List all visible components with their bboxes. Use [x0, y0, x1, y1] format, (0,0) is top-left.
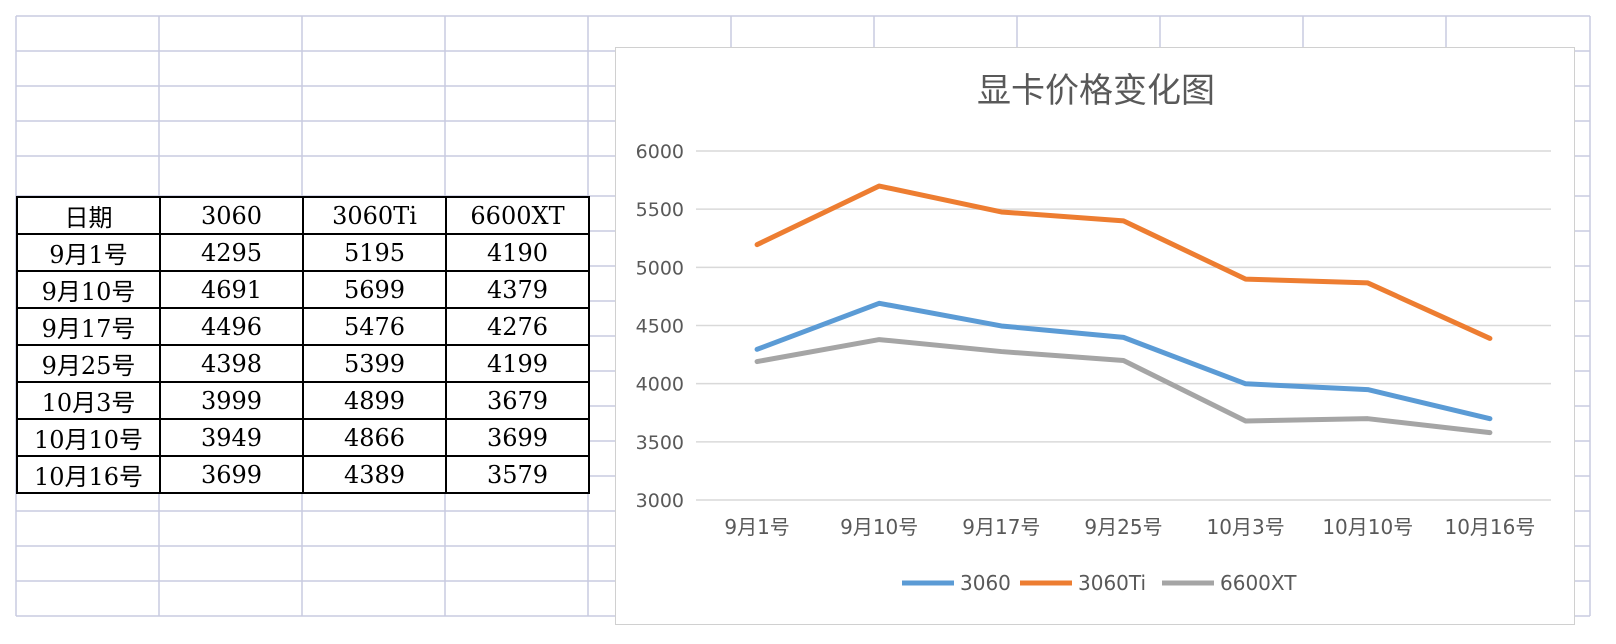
series-lines [754, 183, 1493, 436]
table-cell[interactable]: 4398 [159, 344, 304, 383]
table-cell[interactable]: 5399 [302, 344, 447, 383]
table-header-cell[interactable]: 日期 [16, 196, 161, 235]
y-tick-label: 4000 [636, 374, 684, 396]
table-row: 10月3号 3999 4899 3679 [16, 381, 590, 420]
table-cell[interactable]: 4190 [445, 233, 590, 272]
y-tick-label: 5000 [636, 257, 684, 279]
x-tick-label: 10月3号 [1207, 515, 1285, 539]
legend: 3060 3060Ti 6600XT [902, 571, 1297, 595]
data-table: 日期 3060 3060Ti 6600XT 9月1号 4295 5195 4190 9月10号 4… [16, 196, 590, 494]
x-tick-label: 9月17号 [962, 515, 1040, 539]
chart-title: 显卡价格变化图 [977, 71, 1215, 111]
y-tick-label: 3500 [636, 432, 684, 454]
x-tick-label: 9月1号 [724, 515, 789, 539]
table-cell[interactable]: 4295 [159, 233, 304, 272]
table-cell[interactable]: 9月10号 [16, 270, 161, 309]
y-tick-label: 4500 [636, 316, 684, 338]
table-cell[interactable]: 10月16号 [16, 455, 161, 494]
y-axis-ticks: 3000 3500 4000 4500 5000 5500 6000 [636, 141, 684, 512]
table-cell[interactable]: 4899 [302, 381, 447, 420]
series-line-6600XT[interactable] [754, 337, 1493, 436]
table-cell[interactable]: 4691 [159, 270, 304, 309]
table-header-cell[interactable]: 3060Ti [302, 196, 447, 235]
legend-label: 3060Ti [1078, 571, 1146, 595]
table-row: 9月25号 4398 5399 4199 [16, 344, 590, 383]
y-tick-label: 5500 [636, 199, 684, 221]
table-cell[interactable]: 3949 [159, 418, 304, 457]
x-tick-label: 10月10号 [1322, 515, 1413, 539]
legend-label: 6600XT [1220, 571, 1297, 595]
table-cell[interactable]: 4379 [445, 270, 590, 309]
table-header-cell[interactable]: 6600XT [445, 196, 590, 235]
line-chart[interactable]: 显卡价格变化图 3000 3500 4000 4500 5000 5500 6000 9月1… [615, 47, 1575, 625]
table-row: 9月1号 4295 5195 4190 [16, 233, 590, 272]
table-cell[interactable]: 3999 [159, 381, 304, 420]
x-axis-ticks: 9月1号 9月10号 9月17号 9月25号 10月3号 10月10号 10月16号 [724, 515, 1535, 539]
table-cell[interactable]: 4389 [302, 455, 447, 494]
x-tick-label: 9月25号 [1084, 515, 1162, 539]
y-tick-label: 3000 [636, 490, 684, 512]
table-cell[interactable]: 10月10号 [16, 418, 161, 457]
legend-label: 3060 [960, 571, 1011, 595]
table-cell[interactable]: 9月25号 [16, 344, 161, 383]
table-cell[interactable]: 5195 [302, 233, 447, 272]
table-row: 9月10号 4691 5699 4379 [16, 270, 590, 309]
x-tick-label: 9月10号 [840, 515, 918, 539]
table-row: 9月17号 4496 5476 4276 [16, 307, 590, 346]
table-cell[interactable]: 3699 [445, 418, 590, 457]
table-cell[interactable]: 4276 [445, 307, 590, 346]
series-line-3060[interactable] [754, 300, 1493, 422]
table-cell[interactable]: 5476 [302, 307, 447, 346]
gridlines [696, 150, 1551, 501]
table-cell[interactable]: 3699 [159, 455, 304, 494]
table-cell[interactable]: 9月1号 [16, 233, 161, 272]
table-row: 10月16号 3699 4389 3579 [16, 455, 590, 494]
table-cell[interactable]: 9月17号 [16, 307, 161, 346]
x-tick-label: 10月16号 [1444, 515, 1535, 539]
table-cell[interactable]: 10月3号 [16, 381, 161, 420]
table-cell[interactable]: 4199 [445, 344, 590, 383]
table-cell[interactable]: 5699 [302, 270, 447, 309]
table-cell[interactable]: 4496 [159, 307, 304, 346]
table-cell[interactable]: 4866 [302, 418, 447, 457]
chart-svg: 显卡价格变化图 3000 3500 4000 4500 5000 5500 6000 9月1… [636, 71, 1551, 595]
table-row: 10月10号 3949 4866 3699 [16, 418, 590, 457]
table-cell[interactable]: 3679 [445, 381, 590, 420]
series-line-3060Ti[interactable] [754, 183, 1493, 341]
table-header-row: 日期 3060 3060Ti 6600XT [16, 196, 590, 235]
y-tick-label: 6000 [636, 141, 684, 163]
table-header-cell[interactable]: 3060 [159, 196, 304, 235]
table-cell[interactable]: 3579 [445, 455, 590, 494]
